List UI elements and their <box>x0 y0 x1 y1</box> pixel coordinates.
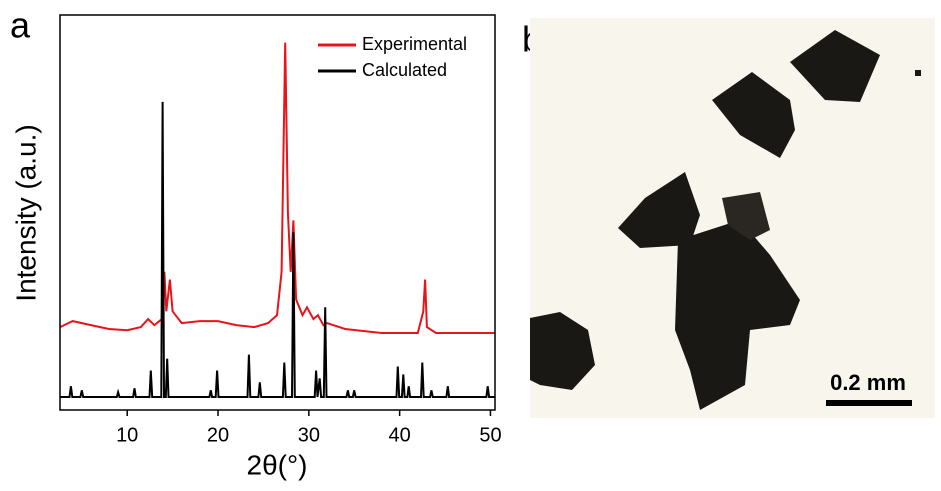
crystal <box>915 70 921 76</box>
y-axis-title: Intensity (a.u.) <box>10 124 41 301</box>
crystal <box>722 192 770 240</box>
legend-label: Calculated <box>362 60 447 80</box>
micrograph: 0.2 mm <box>530 18 935 418</box>
crystal <box>712 72 795 158</box>
crystal <box>530 312 595 390</box>
crystal <box>675 220 800 410</box>
scale-bar-label: 0.2 mm <box>830 370 906 395</box>
x-tick-label: 10 <box>116 424 138 446</box>
series-line <box>60 101 495 398</box>
x-tick-label: 20 <box>207 424 229 446</box>
x-tick-label: 40 <box>389 424 411 446</box>
x-axis-title: 2θ(°) <box>247 449 308 480</box>
crystal <box>790 30 880 102</box>
crystal <box>618 172 700 248</box>
x-tick-label: 50 <box>479 424 501 446</box>
series-line <box>59 42 495 334</box>
x-tick-label: 30 <box>298 424 320 446</box>
legend-label: Experimental <box>362 34 467 54</box>
scale-bar <box>826 400 912 406</box>
panel-label: a <box>10 5 31 46</box>
plot-frame <box>59 14 496 411</box>
